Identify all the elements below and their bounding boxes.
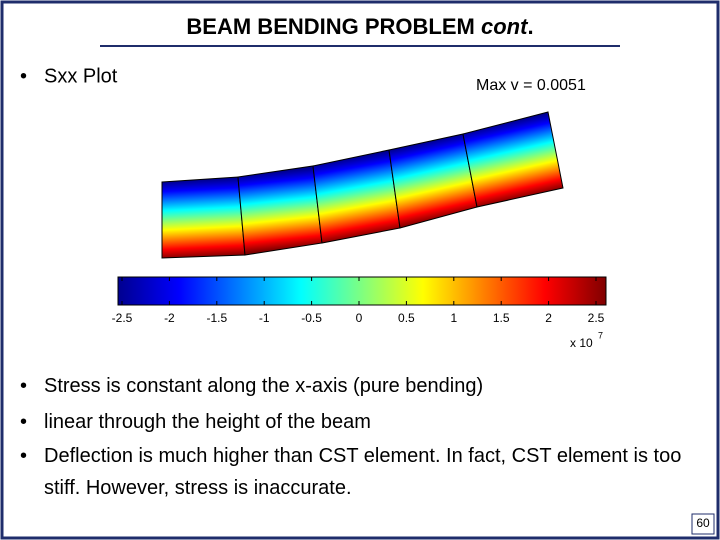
- colorbar-tick-label: -2: [164, 311, 175, 325]
- annotation: Max v = 0.0051: [476, 77, 586, 94]
- title-text: BEAM BENDING PROBLEM: [186, 14, 474, 39]
- bullet-dot: •: [20, 411, 28, 433]
- bullet-dot: •: [20, 65, 27, 87]
- colorbar-tick-label: 1: [450, 311, 457, 325]
- colorbar-tick-label: -2.5: [112, 311, 133, 325]
- title-end: .: [527, 14, 533, 39]
- colorbar-tick-label: -1: [259, 311, 270, 325]
- colorbar-ticks: -2.5 -2 -1.5 -1 -0.5 0 0.5 1 1.5 2 2.5: [112, 277, 605, 325]
- element: [312, 149, 401, 244]
- bullet-text: Stress is constant along the x-axis (pur…: [44, 375, 484, 397]
- colorbar: [117, 276, 607, 306]
- colorbar-tick-label: 0.5: [398, 311, 415, 325]
- bullet-text: linear through the height of the beam: [44, 411, 371, 433]
- colorbar-tick-label: -1.5: [206, 311, 227, 325]
- colorbar-scale: x 10: [570, 336, 593, 350]
- colorbar-tick-label: 1.5: [493, 311, 510, 325]
- bullet-dot: •: [20, 375, 28, 397]
- plot-bullet: Sxx Plot: [44, 65, 118, 87]
- page-number: 60: [696, 516, 710, 530]
- bullet: • linear through the height of the beam: [20, 406, 684, 438]
- title-italic: cont: [481, 14, 529, 39]
- bullet: • Stress is constant along the x-axis (pu…: [20, 370, 684, 402]
- element: [462, 111, 564, 208]
- beam: [161, 111, 564, 259]
- colorbar-exponent: 7: [598, 330, 603, 340]
- title: BEAM BENDING PROBLEM cont.: [186, 14, 533, 39]
- element: [388, 133, 478, 229]
- page-box: [691, 513, 715, 535]
- bullet-dot: •: [20, 445, 28, 467]
- element: [237, 165, 323, 256]
- colorbar-tick-label: -0.5: [301, 311, 322, 325]
- bullet: • Deflection is much higher than CST elem…: [20, 440, 684, 504]
- bullet-text: Deflection is much higher than CST eleme…: [44, 445, 682, 499]
- element: [161, 176, 246, 259]
- colorbar-tick-label: 2: [545, 311, 552, 325]
- colorbar-tick-label: 2.5: [588, 311, 605, 325]
- colorbar-tick-label: 0: [356, 311, 363, 325]
